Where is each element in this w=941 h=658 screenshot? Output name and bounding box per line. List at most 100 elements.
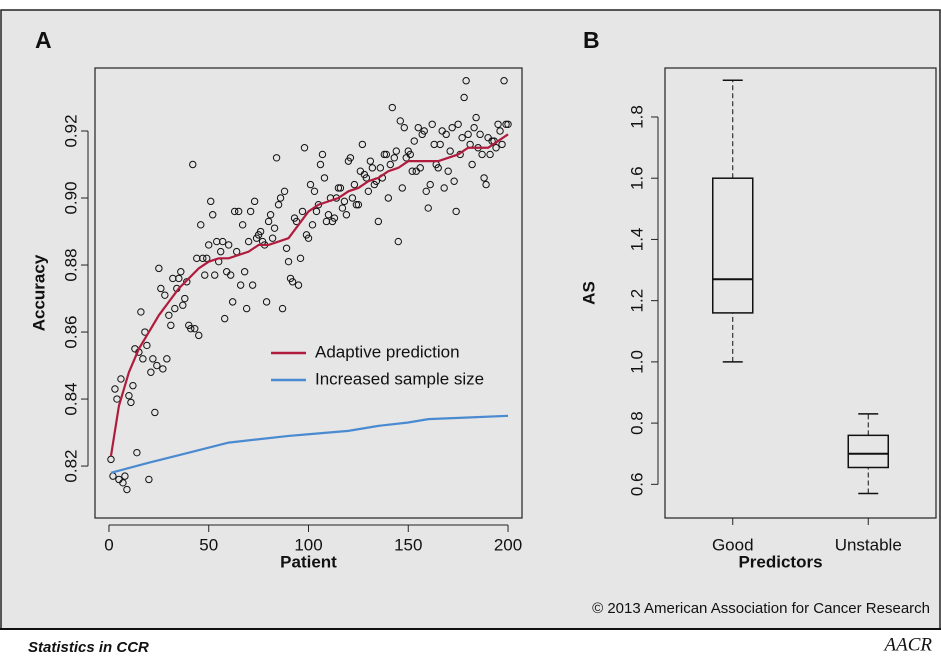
- data-point: [498, 140, 506, 149]
- data-point: [175, 274, 183, 283]
- data-point: [420, 127, 428, 135]
- y-tick-label: 1.0: [627, 350, 646, 374]
- data-point: [470, 123, 478, 132]
- y-tick-label: 1.2: [627, 289, 646, 313]
- data-point: [500, 77, 508, 85]
- y-tick-label: 0.8: [627, 411, 646, 435]
- panel-label: B: [583, 27, 600, 53]
- data-point: [346, 154, 355, 162]
- data-point: [240, 268, 249, 276]
- data-point: [171, 304, 179, 313]
- data-point: [428, 120, 436, 128]
- data-point: [262, 298, 271, 306]
- data-point: [147, 368, 155, 376]
- data-point: [458, 133, 466, 142]
- y-tick-label: 1.4: [627, 228, 646, 252]
- data-point: [203, 254, 211, 263]
- data-point: [324, 211, 333, 219]
- data-point: [205, 241, 213, 249]
- data-point: [482, 180, 490, 189]
- legend-label: Increased sample size: [315, 369, 484, 388]
- journal-name: Statistics in CCR: [28, 639, 149, 656]
- data-point: [460, 93, 468, 102]
- x-tick-label: 150: [394, 535, 422, 554]
- data-point: [502, 120, 510, 128]
- copyright: © 2013 American Association for Cancer R…: [592, 600, 930, 617]
- data-point: [468, 160, 476, 169]
- data-point: [416, 164, 424, 172]
- data-point: [426, 180, 434, 189]
- data-point: [368, 164, 377, 172]
- x-tick-label: Good: [712, 535, 754, 554]
- y-tick-label: 0.88: [61, 248, 80, 281]
- data-point: [476, 130, 484, 139]
- data-point: [278, 304, 287, 313]
- data-point: [137, 308, 145, 316]
- data-point: [107, 455, 115, 464]
- data-point: [220, 314, 229, 323]
- data-point: [334, 184, 343, 192]
- data-point: [274, 201, 283, 209]
- data-point: [167, 321, 175, 330]
- logo: AACR: [883, 634, 933, 655]
- data-point: [127, 398, 135, 407]
- box: [712, 177, 754, 314]
- data-point: [280, 187, 289, 196]
- data-point: [414, 123, 422, 132]
- data-point: [181, 294, 189, 303]
- data-point: [157, 284, 165, 293]
- data-point: [450, 177, 458, 185]
- data-point: [117, 375, 125, 383]
- data-point: [330, 214, 339, 222]
- data-point: [388, 103, 397, 112]
- data-point: [492, 144, 500, 152]
- data-point: [318, 150, 327, 159]
- data-point: [348, 194, 357, 202]
- data-point: [406, 150, 414, 159]
- data-point: [129, 381, 137, 390]
- data-point: [480, 174, 488, 182]
- data-point: [236, 281, 245, 289]
- data-point: [422, 187, 430, 196]
- data-point: [374, 217, 383, 226]
- data-point: [153, 361, 161, 370]
- data-point: [304, 234, 313, 242]
- data-point: [238, 221, 247, 229]
- y-tick-label: 1.8: [627, 105, 646, 129]
- x-tick-label: 50: [199, 535, 218, 554]
- data-point: [396, 117, 404, 125]
- data-point: [219, 237, 227, 246]
- data-point: [350, 180, 359, 189]
- data-point: [298, 207, 307, 216]
- data-point: [394, 237, 402, 246]
- data-point: [434, 164, 442, 172]
- data-point: [442, 130, 450, 139]
- x-axis-title: Patient: [280, 552, 337, 571]
- data-point: [444, 167, 452, 175]
- data-point: [310, 187, 319, 196]
- data-point: [352, 201, 361, 209]
- data-point: [159, 365, 167, 373]
- x-tick-label: Unstable: [835, 535, 902, 554]
- data-point: [294, 281, 303, 289]
- data-point: [320, 174, 329, 182]
- data-point: [338, 204, 347, 212]
- x-tick-label: 200: [494, 535, 522, 554]
- data-point: [362, 174, 371, 182]
- data-point: [300, 144, 309, 152]
- data-point: [189, 160, 197, 169]
- data-point: [145, 475, 153, 484]
- data-point: [452, 207, 460, 216]
- data-point: [436, 140, 444, 149]
- y-axis-title: AS: [579, 281, 598, 305]
- data-point: [201, 271, 209, 279]
- data-point: [244, 237, 253, 246]
- data-point: [410, 137, 418, 145]
- data-point: [496, 127, 504, 135]
- data-point: [380, 150, 389, 159]
- data-point: [494, 120, 502, 128]
- data-point: [111, 385, 119, 393]
- data-point: [161, 291, 169, 299]
